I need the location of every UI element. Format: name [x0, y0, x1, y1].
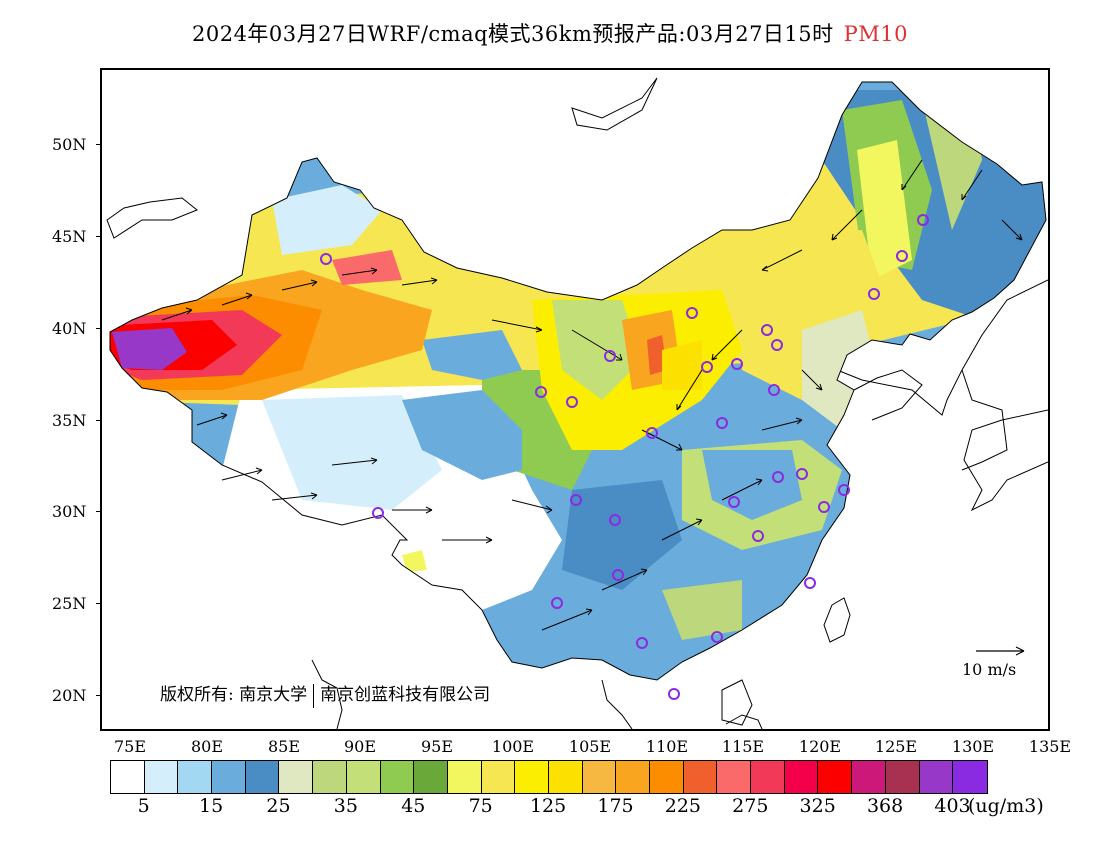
lon-label: 130E: [951, 737, 995, 756]
pm10-field: [110, 82, 1046, 680]
colorbar-cell: [784, 761, 819, 793]
title-species: PM10: [843, 22, 909, 46]
colorbar-label: 75: [468, 795, 493, 817]
lat-tick: [96, 511, 102, 512]
lon-label: 95E: [420, 737, 454, 756]
map-canvas: [106, 77, 1048, 729]
colorbar-cell: [414, 761, 448, 793]
copyright-org-company: 南京创蓝科技有限公司: [320, 685, 491, 705]
colorbar: [110, 760, 988, 794]
lon-label: 105E: [568, 737, 612, 756]
colorbar-unit: (ug/m3): [968, 795, 1044, 817]
lat-tick: [96, 144, 102, 145]
reference-vector-label: 10 m/s: [962, 660, 1017, 679]
wind-vectors: [161, 159, 1023, 631]
colorbar-cell: [447, 761, 482, 793]
colorbar-cell: [548, 761, 583, 793]
colorbar-cell: [616, 761, 650, 793]
colorbar-cell: [144, 761, 179, 793]
colorbar-cell: [717, 761, 752, 793]
colorbar-cell: [751, 761, 785, 793]
copyright-divider: [313, 683, 315, 708]
coastline-layer: [106, 77, 1048, 729]
colorbar-label: 25: [266, 795, 291, 817]
lat-label: 20N: [52, 686, 87, 705]
title-main: 2024年03月27日WRF/cmaq模式36km预报产品:03月27日15时: [191, 22, 834, 46]
lon-label: 100E: [491, 737, 535, 756]
colorbar-cell: [380, 761, 415, 793]
lat-tick: [96, 695, 102, 696]
lon-label: 125E: [874, 737, 918, 756]
colorbar-cell: [481, 761, 516, 793]
colorbar-label: 225: [664, 795, 702, 817]
lon-label: 115E: [721, 737, 765, 756]
colorbar-cell: [346, 761, 381, 793]
colorbar-cell: [582, 761, 617, 793]
colorbar-label: 35: [333, 795, 358, 817]
lat-tick: [96, 236, 102, 237]
colorbar-cell: [852, 761, 886, 793]
lat-label: 45N: [52, 227, 87, 246]
colorbar-label: 45: [401, 795, 426, 817]
colorbar-label: 325: [799, 795, 836, 817]
colorbar-label: 125: [529, 795, 567, 817]
lat-tick: [96, 420, 102, 421]
copyright-prefix: 版权所有:: [160, 685, 234, 705]
colorbar-cell: [683, 761, 718, 793]
colorbar-cell: [212, 761, 246, 793]
colorbar-cell: [515, 761, 549, 793]
lat-label: 50N: [52, 135, 87, 154]
colorbar-cell: [650, 761, 684, 793]
colorbar-cell: [279, 761, 314, 793]
colorbar-cell: [919, 761, 954, 793]
colorbar-label: 403: [934, 795, 971, 817]
colorbar-cell: [818, 761, 853, 793]
lon-label: 120E: [798, 737, 842, 756]
city-markers: [320, 214, 929, 700]
lon-label: 85E: [267, 737, 301, 756]
colorbar-cell: [111, 761, 145, 793]
lon-label: 135E: [1028, 737, 1072, 756]
colorbar-cell: [953, 761, 987, 793]
colorbar-label: 175: [597, 795, 634, 817]
reference-vector-arrow-icon: [976, 646, 1025, 656]
lat-tick: [96, 328, 102, 329]
lat-tick: [96, 603, 102, 604]
lat-label: 35N: [52, 411, 87, 430]
lon-label: 80E: [190, 737, 224, 756]
lat-label: 25N: [52, 594, 87, 613]
lon-label: 75E: [113, 737, 147, 756]
lat-label: 40N: [52, 319, 87, 338]
lat-label: 30N: [52, 502, 87, 521]
map-title: 2024年03月27日WRF/cmaq模式36km预报产品:03月27日15时 P…: [0, 18, 1100, 48]
colorbar-label: 275: [732, 795, 769, 817]
colorbar-cell: [313, 761, 347, 793]
map-panel: [100, 68, 1050, 731]
colorbar-cell: [885, 761, 920, 793]
copyright-notice: 版权所有: 南京大学 南京创蓝科技有限公司: [160, 680, 490, 708]
colorbar-label: 15: [199, 795, 224, 817]
colorbar-cell: [245, 761, 280, 793]
china-border: [109, 81, 1047, 681]
lon-label: 90E: [343, 737, 377, 756]
lon-label: 110E: [645, 737, 689, 756]
colorbar-cell: [178, 761, 213, 793]
copyright-org-nju: 南京大学: [239, 685, 308, 705]
colorbar-label: 5: [137, 795, 150, 817]
colorbar-label: 368: [866, 795, 904, 817]
